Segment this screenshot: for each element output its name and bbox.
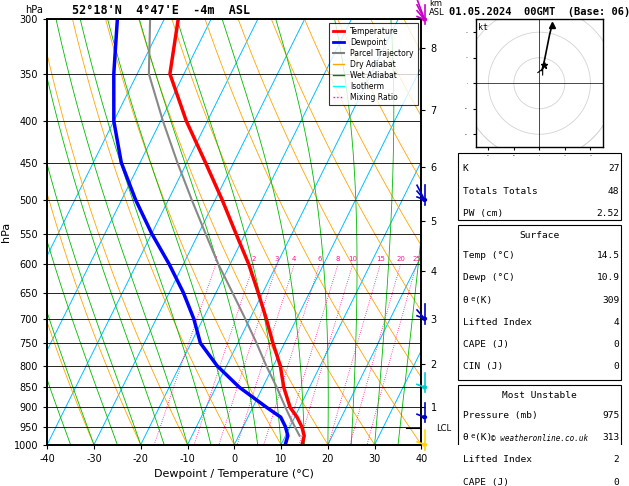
Text: 48: 48 <box>608 187 620 195</box>
Text: Temp (°C): Temp (°C) <box>463 251 515 260</box>
Bar <box>458 225 621 380</box>
Text: 6: 6 <box>317 256 322 262</box>
Text: hPa: hPa <box>25 5 43 15</box>
Text: km
ASL: km ASL <box>429 0 445 17</box>
Text: Lifted Index: Lifted Index <box>463 318 532 327</box>
Text: PW (cm): PW (cm) <box>463 208 503 218</box>
Legend: Temperature, Dewpoint, Parcel Trajectory, Dry Adiabat, Wet Adiabat, Isotherm, Mi: Temperature, Dewpoint, Parcel Trajectory… <box>329 23 418 105</box>
X-axis label: Dewpoint / Temperature (°C): Dewpoint / Temperature (°C) <box>154 469 314 479</box>
Text: 1: 1 <box>213 256 218 262</box>
Text: K: K <box>463 164 469 174</box>
Text: 20: 20 <box>396 256 405 262</box>
Text: © weatheronline.co.uk: © weatheronline.co.uk <box>491 434 588 443</box>
Bar <box>458 154 621 220</box>
Text: e: e <box>470 434 475 439</box>
Text: LCL: LCL <box>437 424 452 433</box>
Text: 313: 313 <box>602 434 620 442</box>
Text: θ: θ <box>463 295 469 305</box>
Text: Surface: Surface <box>520 231 559 241</box>
Text: Dewp (°C): Dewp (°C) <box>463 274 515 282</box>
Text: 2: 2 <box>252 256 256 262</box>
Text: θ: θ <box>463 434 469 442</box>
Text: 01.05.2024  00GMT  (Base: 06): 01.05.2024 00GMT (Base: 06) <box>448 7 629 17</box>
Y-axis label: hPa: hPa <box>1 222 11 242</box>
Text: e: e <box>470 295 475 302</box>
Text: CIN (J): CIN (J) <box>463 362 503 371</box>
Text: 3: 3 <box>275 256 279 262</box>
Text: Totals Totals: Totals Totals <box>463 187 537 195</box>
Text: 975: 975 <box>602 411 620 420</box>
Text: 10: 10 <box>348 256 357 262</box>
Text: 2: 2 <box>614 455 620 465</box>
Text: 2.52: 2.52 <box>596 208 620 218</box>
Text: 25: 25 <box>412 256 421 262</box>
Text: 0: 0 <box>614 478 620 486</box>
Text: kt: kt <box>478 23 488 32</box>
Text: 4: 4 <box>614 318 620 327</box>
Text: (K): (K) <box>475 434 493 442</box>
Text: 8: 8 <box>336 256 340 262</box>
Text: 4: 4 <box>292 256 296 262</box>
Text: Pressure (mb): Pressure (mb) <box>463 411 537 420</box>
Text: 0: 0 <box>614 340 620 349</box>
Text: CAPE (J): CAPE (J) <box>463 478 509 486</box>
Text: (K): (K) <box>475 295 493 305</box>
Text: 14.5: 14.5 <box>596 251 620 260</box>
Text: CAPE (J): CAPE (J) <box>463 340 509 349</box>
Text: 27: 27 <box>608 164 620 174</box>
Text: Most Unstable: Most Unstable <box>502 391 577 400</box>
Text: Lifted Index: Lifted Index <box>463 455 532 465</box>
Text: 309: 309 <box>602 295 620 305</box>
Text: 0: 0 <box>614 362 620 371</box>
Text: 15: 15 <box>376 256 385 262</box>
Text: 52°18'N  4°47'E  -4m  ASL: 52°18'N 4°47'E -4m ASL <box>72 4 250 17</box>
Text: 10.9: 10.9 <box>596 274 620 282</box>
Bar <box>458 385 621 486</box>
